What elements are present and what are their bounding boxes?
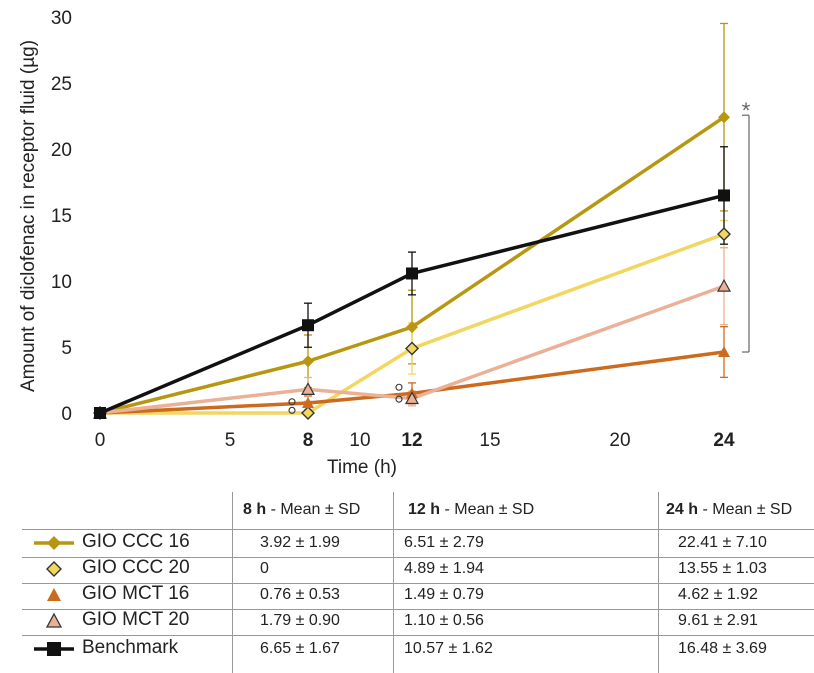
column-header: 8 h - Mean ± SD: [243, 501, 360, 519]
table-row-divider: [22, 557, 814, 558]
series-line: [99, 115, 725, 415]
x-tick-label: 10: [349, 430, 370, 451]
annotation-circle: [288, 406, 296, 414]
data-point: [717, 227, 731, 242]
header-suffix: - Mean ± SD: [266, 501, 361, 518]
y-tick-label: 5: [61, 338, 72, 359]
legend-symbol: [45, 612, 63, 628]
legend-symbol: [47, 588, 61, 601]
table-cell: 0.76 ± 0.53: [260, 586, 340, 603]
annotation-circle: [395, 395, 403, 403]
series-line: [99, 193, 725, 415]
data-point: [302, 319, 314, 332]
table-row-divider: [22, 583, 814, 584]
column-header: 12 h - Mean ± SD: [408, 501, 534, 519]
y-axis-title: Amount of diclofenac in receptor fluid (…: [18, 40, 39, 392]
y-tick-label: 30: [51, 8, 72, 29]
series-line: [100, 232, 725, 415]
data-table: 8 h - Mean ± SD 12 h - Mean ± SD 24 h - Me…: [0, 492, 814, 673]
legend-symbol: [46, 561, 62, 577]
table-cell: 1.49 ± 0.79: [404, 586, 484, 603]
data-point: [718, 346, 730, 358]
table-cell: 10.57 ± 1.62: [404, 640, 493, 657]
annotation-circle: [288, 398, 296, 406]
series-line: [99, 350, 725, 415]
data-point: [718, 111, 730, 124]
table-row-divider: [22, 609, 814, 610]
x-tick-label: 24: [713, 430, 735, 451]
table-column-divider: [232, 492, 233, 673]
data-point: [405, 341, 419, 356]
data-point: [716, 278, 732, 292]
header-suffix: - Mean ± SD: [440, 501, 535, 518]
data-point: [718, 189, 730, 202]
data-point: [406, 321, 418, 334]
table-cell: 13.55 ± 1.03: [678, 560, 767, 577]
table-cell: 6.51 ± 2.79: [404, 534, 484, 551]
header-suffix: - Mean ± SD: [698, 501, 793, 518]
table-cell: 1.10 ± 0.56: [404, 612, 484, 629]
table-cell: 0: [260, 560, 269, 577]
table-row-divider: [22, 529, 814, 530]
table-cell: 22.41 ± 7.10: [678, 534, 767, 551]
y-tick-label: 25: [51, 74, 72, 95]
row-label: GIO CCC 16: [82, 531, 190, 552]
data-point: [302, 355, 314, 368]
x-tick-label: 15: [479, 430, 500, 451]
data-point: [94, 407, 106, 419]
table-cell: 4.89 ± 1.94: [404, 560, 484, 577]
series-line: [99, 284, 725, 415]
x-tick-label: 0: [95, 430, 106, 451]
header-time: 8 h: [243, 501, 267, 518]
data-point: [404, 391, 420, 405]
x-tick-label: 12: [401, 430, 422, 451]
y-tick-label: 10: [51, 272, 72, 293]
y-tick-label: 0: [61, 404, 72, 425]
line-chart: 0 5 10 15 20 25 30 0 5 8 10 12 15 20 24 Time (h) Amount …: [18, 8, 751, 478]
header-time: 12 h: [408, 501, 441, 518]
table-cell: 16.48 ± 3.69: [678, 640, 767, 657]
table-column-divider: [658, 492, 659, 673]
table-cell: 4.62 ± 1.92: [678, 586, 758, 603]
column-header: 24 h - Mean ± SD: [666, 501, 792, 519]
table-row-divider: [22, 635, 814, 636]
data-point: [406, 267, 418, 280]
row-label: GIO MCT 16: [82, 583, 190, 604]
x-tick-label: 5: [225, 430, 236, 451]
table-cell: 1.79 ± 0.90: [260, 612, 340, 629]
annotation-circle: [395, 383, 403, 391]
y-tick-label: 20: [51, 140, 72, 161]
significance-marker: *: [742, 98, 751, 123]
row-label: Benchmark: [82, 637, 179, 658]
data-point: [300, 382, 316, 395]
x-axis-title: Time (h): [327, 457, 397, 478]
data-point: [302, 396, 314, 408]
header-time: 24 h: [666, 501, 699, 518]
row-label: GIO MCT 20: [82, 609, 190, 630]
table-cell: 3.92 ± 1.99: [260, 534, 340, 551]
table-cell: 6.65 ± 1.67: [260, 640, 340, 657]
table-cell: 9.61 ± 2.91: [678, 612, 758, 629]
row-label: GIO CCC 20: [82, 557, 190, 578]
legend-symbol: [34, 536, 74, 550]
legend-symbol: [34, 642, 74, 656]
significance-bracket: [742, 114, 750, 353]
x-tick-label: 8: [303, 430, 314, 451]
table-column-divider: [393, 492, 394, 673]
x-tick-label: 20: [609, 430, 630, 451]
y-tick-label: 15: [51, 206, 72, 227]
data-point: [301, 406, 315, 420]
